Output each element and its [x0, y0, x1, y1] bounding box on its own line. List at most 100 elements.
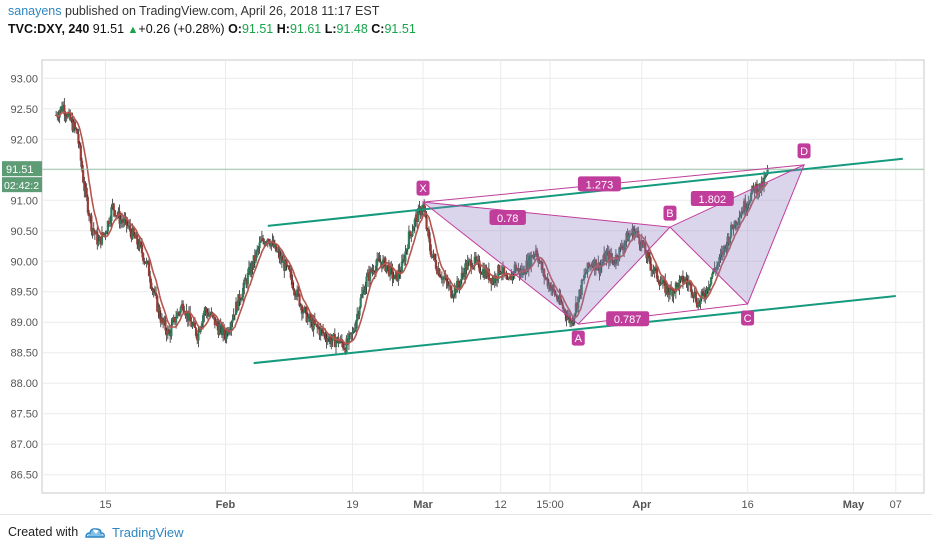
candle	[109, 215, 112, 228]
candle-body	[169, 332, 172, 337]
candle	[468, 258, 472, 266]
candle-body	[93, 231, 97, 235]
candle	[653, 266, 656, 278]
tradingview-brand-link[interactable]: TradingView	[112, 525, 184, 540]
candle	[365, 272, 368, 294]
price-chart[interactable]: 93.0092.5092.0091.5091.0090.5090.0089.50…	[0, 0, 932, 514]
candle-body	[92, 228, 95, 232]
candle-body	[158, 307, 161, 318]
candle	[367, 265, 371, 288]
candle-body	[423, 204, 426, 212]
candle-body	[533, 254, 536, 256]
pattern-ratio-text: 0.78	[497, 213, 518, 225]
candle-body	[391, 267, 394, 279]
candle-body	[731, 224, 734, 229]
candle	[182, 300, 185, 315]
candle	[163, 315, 166, 326]
candle-body	[247, 267, 251, 274]
candle	[137, 239, 140, 251]
candle-body	[626, 232, 629, 242]
candle-body	[641, 240, 645, 246]
author-link[interactable]: sanayens	[8, 4, 62, 18]
candle	[150, 278, 153, 291]
candle-body	[180, 303, 184, 308]
candle-body	[309, 314, 312, 323]
candle-body	[426, 229, 429, 231]
candle	[708, 283, 712, 291]
candle	[406, 244, 409, 255]
candle	[190, 316, 193, 328]
x-tick-label: 16	[741, 499, 753, 511]
candle	[160, 313, 164, 325]
candle-body	[246, 273, 249, 285]
candle	[369, 266, 372, 287]
candle	[381, 255, 385, 270]
last-price: 91.51	[92, 22, 125, 36]
candle-body	[321, 329, 325, 334]
candle-body	[660, 283, 663, 285]
candle	[608, 249, 612, 267]
candle	[591, 260, 594, 268]
candle-body	[492, 278, 495, 283]
candle-body	[57, 116, 60, 118]
candle-body	[563, 308, 566, 310]
candle-body	[700, 291, 703, 298]
candle-body	[363, 290, 366, 295]
candle-body	[89, 215, 92, 217]
candle-body	[645, 253, 648, 259]
published-text: published on TradingView.com, April 26, …	[65, 4, 380, 18]
candle	[498, 264, 501, 276]
candle	[107, 217, 111, 227]
candle	[232, 308, 235, 321]
candle	[200, 320, 204, 328]
candle-body	[463, 273, 466, 277]
candle-body	[530, 255, 533, 266]
candle	[279, 249, 282, 265]
candle-body	[196, 335, 199, 341]
candle	[289, 263, 292, 278]
candle-body	[446, 281, 449, 287]
candle	[414, 210, 418, 227]
candle	[701, 288, 705, 296]
x-tick-label: 15:00	[536, 499, 564, 511]
candle	[738, 210, 741, 226]
candle-body	[553, 289, 556, 295]
low-value: 91.48	[336, 22, 368, 36]
candle	[508, 275, 512, 279]
candle-body	[720, 251, 723, 255]
candle	[715, 261, 719, 274]
candle	[633, 225, 636, 241]
candle	[550, 282, 553, 296]
candle	[436, 266, 439, 275]
candle	[418, 201, 421, 214]
candle-body	[316, 323, 319, 328]
candle-body	[194, 327, 198, 336]
candle	[564, 308, 567, 322]
candle	[558, 288, 561, 306]
candle	[762, 171, 766, 193]
candle	[233, 314, 236, 321]
candle-body	[575, 303, 579, 309]
candle-body	[550, 288, 553, 291]
candle-body	[157, 307, 160, 312]
candle-body	[319, 328, 322, 336]
candle-body	[612, 259, 615, 265]
candle-body	[252, 255, 255, 268]
pattern-point-text: C	[744, 313, 752, 325]
candle	[291, 274, 294, 290]
candle-body	[672, 290, 675, 297]
candle-body	[646, 252, 649, 259]
candle	[765, 174, 768, 178]
candle-body	[605, 252, 608, 262]
candle-body	[72, 121, 75, 131]
candle	[570, 319, 573, 328]
candle	[312, 314, 315, 337]
candle	[604, 250, 607, 262]
tradingview-cloud-icon[interactable]	[84, 524, 106, 540]
close-value: 91.51	[384, 22, 416, 36]
candle-body	[483, 268, 486, 278]
candle-body	[133, 234, 137, 239]
candle-body	[258, 242, 261, 249]
candle-body	[578, 289, 581, 297]
candle-body	[75, 127, 78, 130]
